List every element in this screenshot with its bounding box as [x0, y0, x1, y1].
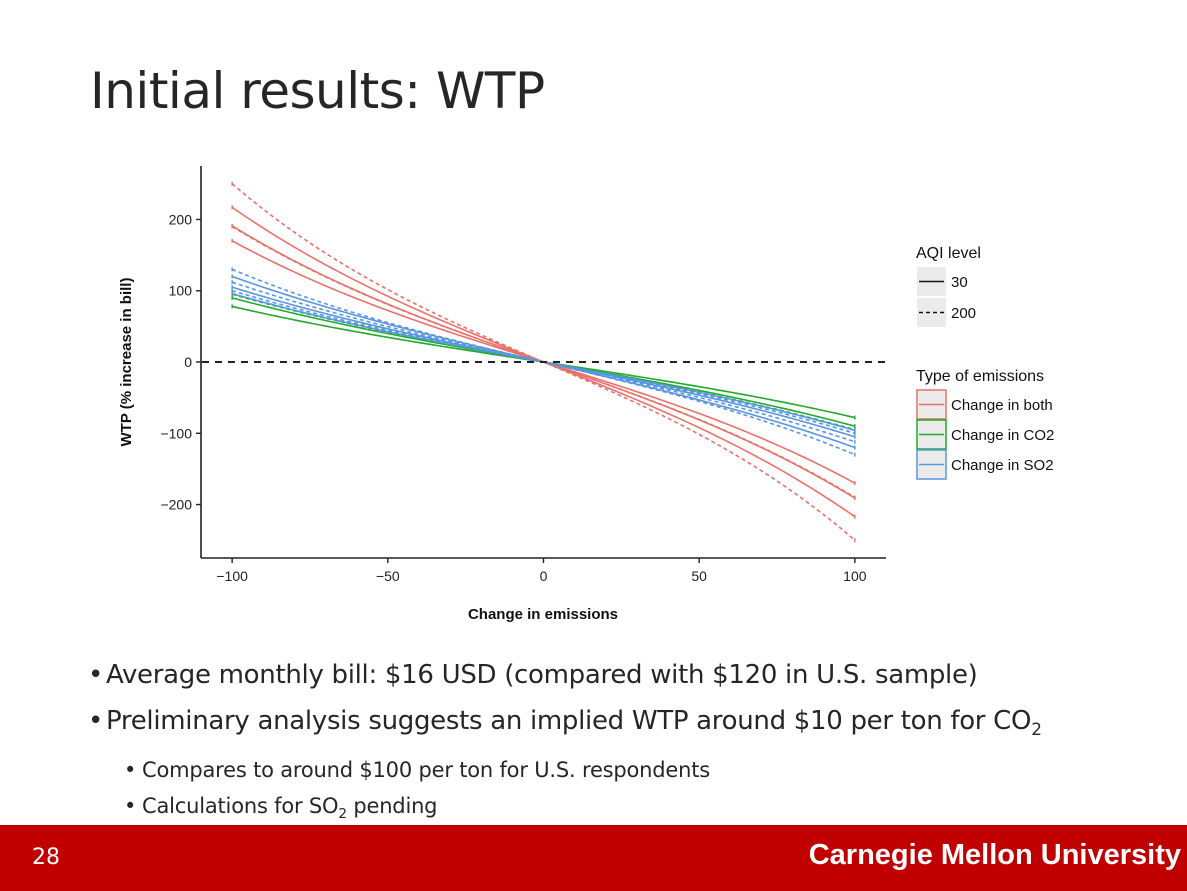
bullet-2: • Preliminary analysis suggests an implie… — [88, 706, 1042, 740]
bullet-4: • Calculations for SO2 pending — [124, 794, 438, 823]
y-tick-label: 200 — [169, 211, 193, 227]
x-tick-label: −100 — [216, 568, 248, 584]
x-tick-label: 50 — [691, 568, 707, 584]
x-tick-label: −50 — [376, 568, 400, 584]
bullet-3: • Compares to around $100 per ton for U.S… — [124, 758, 711, 783]
page-number: 28 — [32, 845, 60, 870]
footer-bar: 28 Carnegie Mellon University — [0, 825, 1187, 891]
bullet-4-subscript: 2 — [338, 806, 347, 823]
axis-ticks: −100 −50 0 50 100 −200 −100 0 100 200 — [160, 211, 866, 584]
x-axis-label: Change in emissions — [468, 606, 618, 623]
bullet-4-text-end: pending — [346, 794, 438, 819]
bullet-3-text: Compares to around $100 per ton for U.S.… — [142, 758, 711, 783]
university-logo-text: Carnegie Mellon University — [808, 839, 1181, 871]
series-line-both-200-mid — [231, 225, 856, 499]
legend-label-so2: Change in SO2 — [951, 457, 1054, 474]
x-tick-label: 100 — [843, 568, 867, 584]
legend-label-aqi-30: 30 — [951, 274, 968, 291]
bullet-list: • Average monthly bill: $16 USD (compared… — [88, 652, 1042, 832]
legend-label-co2: Change in CO2 — [951, 427, 1054, 444]
bullet-1-text: Average monthly bill: $16 USD (compared … — [106, 660, 978, 690]
y-tick-label: 100 — [169, 283, 193, 299]
y-axis-label: WTP (% increase in bill) — [118, 278, 135, 447]
bullet-4-text: Calculations for SO — [142, 794, 339, 819]
bullet-2-text: Preliminary analysis suggests an implied… — [106, 706, 1032, 736]
series-line-so2-200-mid — [231, 281, 856, 443]
bullet-1: • Average monthly bill: $16 USD (compared… — [88, 660, 978, 690]
legend-title-aqi: AQI level — [916, 245, 981, 262]
y-tick-label: 0 — [184, 354, 192, 370]
series-line-so2-200-lower — [231, 289, 856, 435]
wtp-chart: −100 −50 0 50 100 −200 −100 0 100 200 Change in e… — [118, 166, 1054, 623]
legend-label-aqi-200: 200 — [951, 305, 976, 322]
x-tick-label: 0 — [540, 568, 548, 584]
y-tick-label: −200 — [160, 497, 192, 513]
legend: AQI level 30 200 Type of emissions Chang… — [916, 245, 1054, 480]
legend-title-emissions: Type of emissions — [916, 368, 1044, 385]
slide-title: Initial results: WTP — [90, 62, 545, 120]
legend-label-both: Change in both — [951, 397, 1053, 414]
bullet-2-subscript: 2 — [1031, 719, 1042, 740]
y-tick-label: −100 — [160, 425, 192, 441]
